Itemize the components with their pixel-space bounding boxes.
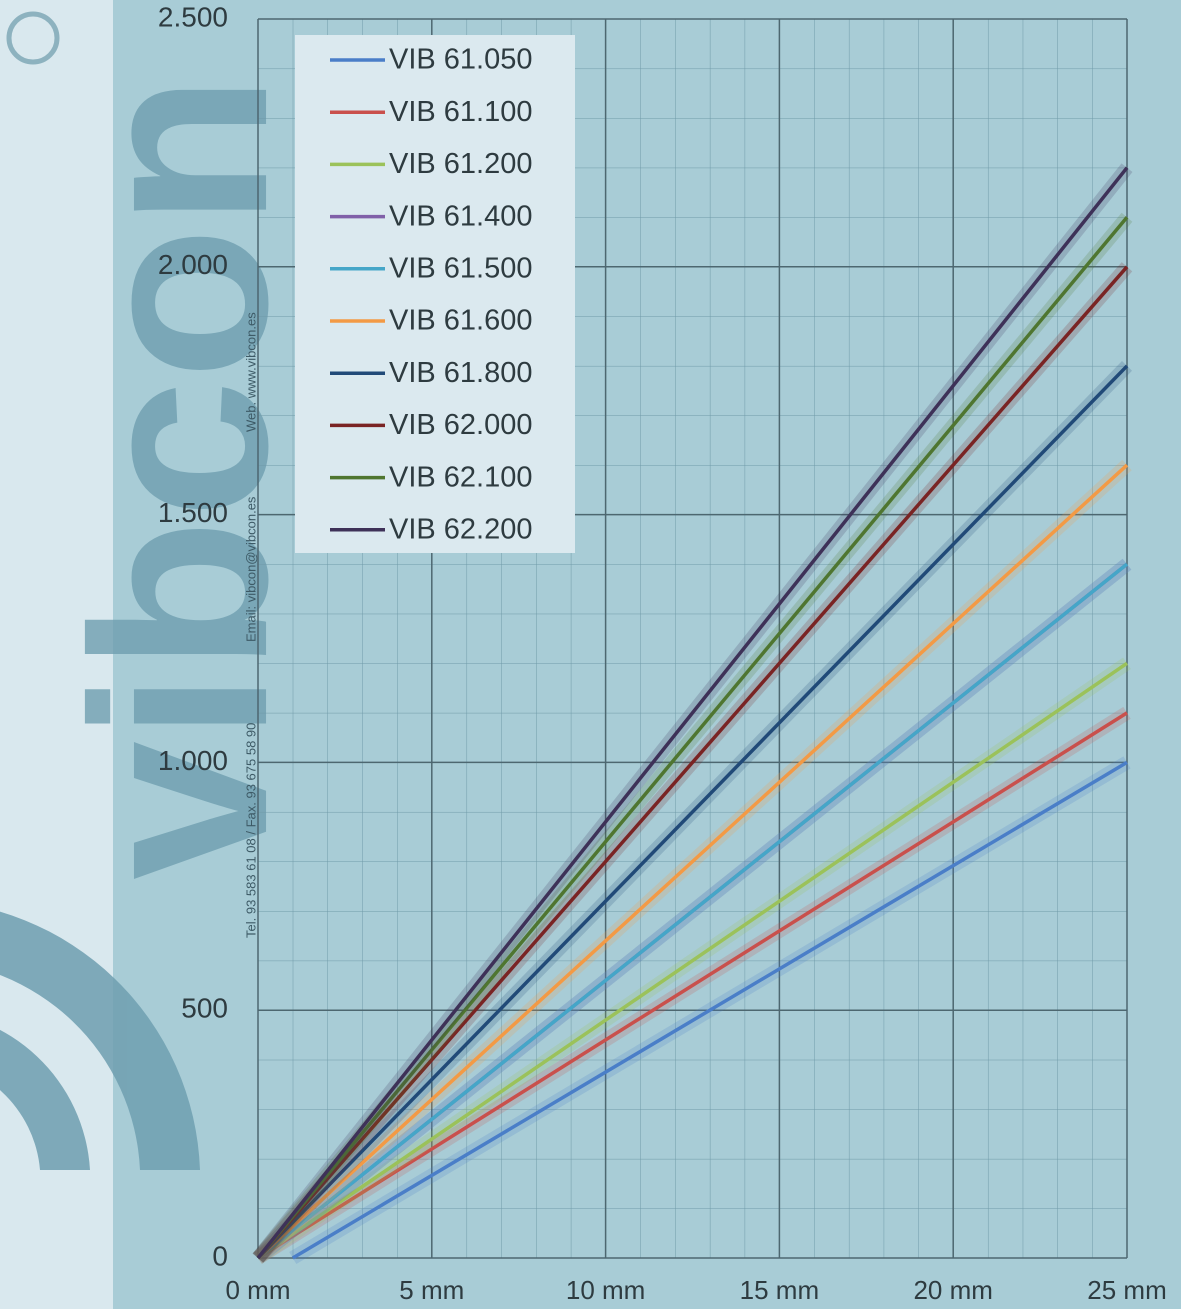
legend-label: VIB 61.600 — [389, 305, 533, 337]
legend-label: VIB 61.200 — [389, 148, 533, 180]
legend-label: VIB 62.200 — [389, 513, 533, 545]
series-line — [291, 760, 1128, 1260]
legend-label: VIB 61.800 — [389, 357, 533, 389]
contact-email: Email: vibcon@vibcon.es — [243, 496, 258, 642]
legend-label: VIB 61.400 — [389, 200, 533, 232]
watermark-logo — [0, 11, 200, 1170]
legend-label: VIB 62.100 — [389, 461, 533, 493]
legend-label: VIB 61.050 — [389, 44, 533, 76]
x-tick-label: 5 mm — [399, 1275, 464, 1305]
plot-layer: 0 500 1.000 1.500 2.000 2.500 0 mm 5 mm 10 mm 15 … — [158, 1, 1167, 1304]
legend-label: VIB 61.500 — [389, 252, 533, 284]
y-tick-label: 500 — [181, 993, 228, 1024]
y-tick-label: 1.500 — [158, 497, 228, 528]
x-tick-label: 0 mm — [226, 1275, 291, 1305]
y-tick-label: 1.000 — [158, 745, 228, 776]
y-tick-label: 2.500 — [158, 1, 228, 32]
x-tick-label: 20 mm — [913, 1275, 992, 1305]
x-tick-label: 15 mm — [740, 1275, 819, 1305]
contact-web: Web. www.vibcon.es — [243, 312, 258, 432]
series-line — [256, 166, 1129, 1260]
y-tick-label: 0 — [212, 1240, 228, 1271]
y-tick-label: 2.000 — [158, 249, 228, 280]
legend-label: VIB 62.000 — [389, 409, 533, 441]
legend-box — [295, 35, 575, 553]
legend-label: VIB 61.100 — [389, 96, 533, 128]
contact-phone: Tel. 93 583 61 08 / Fax. 93 675 58 90 — [243, 723, 258, 938]
x-tick-label: 25 mm — [1087, 1275, 1166, 1305]
x-tick-label: 10 mm — [566, 1275, 645, 1305]
